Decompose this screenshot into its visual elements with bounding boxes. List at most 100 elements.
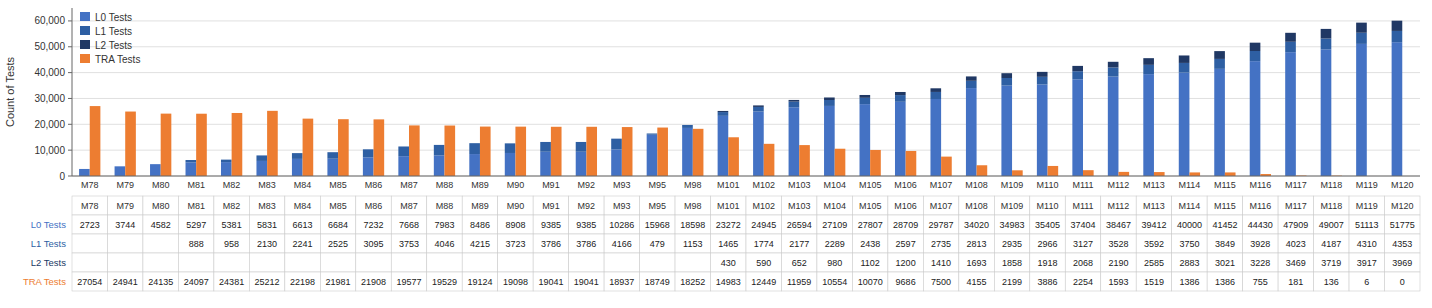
table-cell xyxy=(1314,196,1349,215)
table-cell xyxy=(1030,253,1065,272)
table-cell xyxy=(1278,234,1313,253)
table-value: 3917 xyxy=(1357,258,1377,268)
table-cell xyxy=(143,234,178,253)
table-header: M91 xyxy=(542,201,560,211)
y-axis-label: Count of Tests xyxy=(4,56,16,127)
bar xyxy=(789,107,800,176)
table-cell xyxy=(711,215,746,234)
table-cell xyxy=(1136,253,1171,272)
bar xyxy=(79,168,90,169)
table-value: 3723 xyxy=(505,239,525,249)
table-value: 3750 xyxy=(1179,239,1199,249)
bar xyxy=(753,112,764,176)
bar xyxy=(1118,172,1129,176)
bar xyxy=(895,92,906,95)
table-header: M113 xyxy=(1143,201,1165,211)
table-header: M83 xyxy=(258,201,276,211)
table-header: M98 xyxy=(684,201,702,211)
bar xyxy=(693,129,704,176)
table-value: 21908 xyxy=(361,277,386,287)
bar xyxy=(1108,77,1119,176)
table-header: M120 xyxy=(1391,201,1414,211)
table-cell xyxy=(604,272,639,291)
table-cell xyxy=(1101,196,1136,215)
table-cell xyxy=(817,215,852,234)
table-cell xyxy=(923,215,958,234)
table-value: 1774 xyxy=(754,239,774,249)
bar xyxy=(327,152,338,159)
bar xyxy=(682,128,693,176)
x-axis-line xyxy=(72,176,1420,177)
x-tick-label: M78 xyxy=(81,180,99,190)
bar xyxy=(1001,78,1012,86)
bar xyxy=(1214,51,1225,59)
table-cell xyxy=(1385,196,1420,215)
legend-label: L1 Tests xyxy=(95,26,132,37)
table-cell xyxy=(1136,196,1171,215)
y-tick xyxy=(68,150,72,151)
table-cell xyxy=(356,215,391,234)
bar xyxy=(221,160,232,162)
table-row-label: TRA Tests xyxy=(23,276,66,287)
bar xyxy=(824,100,835,106)
x-tick-label: M102 xyxy=(752,180,775,190)
table-cell xyxy=(781,196,816,215)
bar xyxy=(434,155,445,176)
bar xyxy=(125,112,136,176)
table-cell xyxy=(817,253,852,272)
x-tick-label: M95 xyxy=(649,180,667,190)
table-value: 2597 xyxy=(896,239,916,249)
table-header: M87 xyxy=(400,201,418,211)
y-tick-label: 10,000 xyxy=(34,145,65,156)
x-tick-label: M119 xyxy=(1356,180,1378,190)
table-cell xyxy=(569,253,604,272)
table-cell xyxy=(1243,196,1278,215)
table-cell xyxy=(498,272,533,291)
bars xyxy=(79,21,1402,176)
table-cell xyxy=(214,234,249,253)
bar xyxy=(966,88,977,176)
x-tick-label: M111 xyxy=(1072,180,1093,190)
grid-line xyxy=(72,20,1420,21)
table-cell xyxy=(320,196,355,215)
bar xyxy=(480,127,491,176)
bar xyxy=(363,149,374,150)
bar xyxy=(799,145,810,176)
bar xyxy=(728,137,739,176)
table-cell xyxy=(817,272,852,291)
x-tick-label: M86 xyxy=(365,180,383,190)
bar xyxy=(1250,51,1261,61)
table-value: 3744 xyxy=(115,220,135,230)
y-tick-label: 60,000 xyxy=(34,15,65,26)
table-cell xyxy=(781,272,816,291)
table-value: 3753 xyxy=(399,239,419,249)
table-header: M81 xyxy=(187,201,205,211)
table-cell xyxy=(285,234,320,253)
table-value: 7500 xyxy=(931,277,951,287)
table-cell xyxy=(1349,234,1384,253)
table-cell xyxy=(107,215,142,234)
table-value: 3021 xyxy=(1215,258,1235,268)
table-value: 3528 xyxy=(1108,239,1128,249)
table-cell xyxy=(675,234,710,253)
table-value: 888 xyxy=(189,239,204,249)
legend-label: L2 Tests xyxy=(95,40,132,51)
bar xyxy=(540,142,551,152)
table-value: 1918 xyxy=(1038,258,1058,268)
table-cell xyxy=(498,253,533,272)
bar xyxy=(515,127,526,176)
table-cell xyxy=(356,196,391,215)
bar xyxy=(1392,31,1403,42)
bar xyxy=(966,76,977,80)
table-cell xyxy=(852,215,887,234)
table-header: M119 xyxy=(1356,201,1378,211)
table-header: M101 xyxy=(717,201,740,211)
table-header: M88 xyxy=(436,201,454,211)
table-value: 27109 xyxy=(822,220,847,230)
table-cell xyxy=(1101,215,1136,234)
bar xyxy=(1154,172,1165,176)
table-value: 8908 xyxy=(505,220,525,230)
table-cell xyxy=(888,253,923,272)
table-value: 11959 xyxy=(787,277,811,287)
table-row-label: L1 Tests xyxy=(31,238,66,249)
